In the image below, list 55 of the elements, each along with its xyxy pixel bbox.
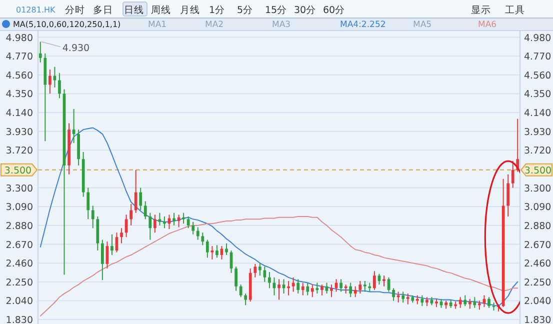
y-tick-label: 3.720 [6, 146, 33, 157]
text: 3.500 [4, 165, 32, 176]
line-series [40, 216, 518, 316]
text: 分时 [65, 4, 85, 16]
text: 周线 [151, 4, 171, 16]
y2-tick-label: 2.880 [524, 220, 552, 232]
y-tick-label: 2.670 [6, 240, 33, 251]
y2-tick-label: 2.670 [524, 240, 552, 251]
y2-tick-label: 2.460 [524, 258, 552, 270]
text: MA4:2.252 [340, 20, 386, 30]
y-tick-label: 4.140 [6, 108, 33, 120]
y2-tick-label: 2.040 [524, 296, 552, 308]
y-tick-label: 4.770 [6, 52, 33, 63]
text: MA3 [272, 20, 291, 30]
y2-tick-label: 3.090 [524, 202, 552, 214]
y2-tick-label: 4.770 [524, 52, 552, 63]
y-tick-label: 2.460 [6, 258, 33, 270]
y-tick-label: 1.830 [6, 315, 33, 324]
text: MA1 [148, 20, 167, 30]
text: 1分 [208, 4, 226, 16]
text: 5分 [236, 4, 254, 16]
y-tick-label: 3.930 [6, 126, 33, 138]
y-tick-label: 3.090 [6, 202, 33, 214]
ref-line-label: 3.500 [524, 165, 552, 176]
text: 15分 [264, 4, 288, 16]
chart-title: 01281.HK [16, 6, 56, 14]
text: 工具 [505, 5, 525, 16]
y2-tick-label: 4.140 [524, 108, 552, 120]
y2-tick-label: 1.830 [524, 315, 552, 324]
text: 30分 [294, 4, 316, 16]
annotation: 4.930 [62, 42, 90, 54]
y-tick-label: 4.350 [6, 89, 33, 100]
text: 多日 [93, 4, 113, 16]
text: 月线 [180, 4, 200, 16]
text: 日线 [124, 4, 144, 16]
y2-tick-label: 4.980 [524, 32, 552, 44]
y2-tick-label: 3.930 [524, 126, 552, 138]
y2-tick-label: 2.250 [524, 277, 552, 288]
y2-tick-label: 3.300 [524, 183, 552, 194]
y-tick-label: 4.980 [6, 32, 33, 44]
y-tick-label: 3.300 [6, 183, 33, 194]
legend-title: MA(5,10,0,60,120,250,1,1) [13, 20, 121, 29]
y2-tick-label: 4.350 [524, 89, 552, 100]
text: 60分 [322, 4, 346, 16]
text: MA2 [205, 20, 224, 30]
text: MA5 [413, 20, 432, 30]
y2-tick-label: 3.720 [524, 146, 552, 157]
y-tick-label: 4.560 [6, 70, 33, 82]
y-tick-label: 2.250 [6, 277, 33, 288]
text: 显示 [471, 5, 491, 16]
y-tick-label: 2.880 [6, 220, 33, 232]
line-series [40, 127, 518, 307]
text: MA6 [478, 20, 497, 30]
y-tick-label: 2.040 [6, 296, 33, 308]
y2-tick-label: 4.560 [524, 70, 552, 82]
